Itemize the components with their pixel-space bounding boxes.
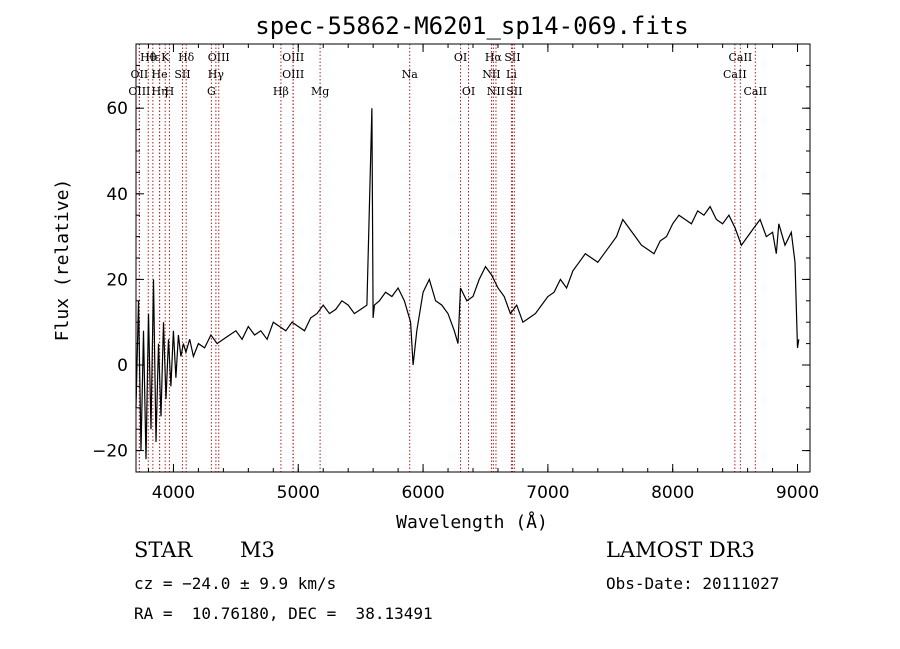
emission-line-label: NII (487, 85, 505, 98)
y-tick-label: 60 (106, 99, 128, 119)
x-tick-label: 7000 (526, 483, 569, 503)
flux-series-layer (135, 108, 800, 460)
x-tick-label: 8000 (651, 483, 694, 503)
emission-line-label: SII (506, 85, 522, 98)
redshift-velocity: cz = −24.0 ± 9.9 km/s (134, 574, 337, 593)
emission-line-label: OIII (282, 68, 304, 81)
obs-date: Obs-Date: 20111027 (606, 574, 780, 593)
emission-line-label: Hε (145, 51, 161, 64)
emission-line-label: Mg (311, 85, 329, 98)
x-tick-label: 9000 (776, 483, 819, 503)
object-type: STAR (134, 538, 193, 562)
chart-title: spec-55862-M6201_sp14-069.fits (255, 12, 688, 40)
axes: 4000 5000 6000 7000 8000 9000 −20 0 20 40 60 (92, 43, 819, 503)
emission-line-label: OIII (208, 51, 230, 64)
emission-line-label: OI (454, 51, 467, 64)
emission-line-label: NII (482, 68, 500, 81)
emission-line-label: OIII (128, 85, 150, 98)
emission-line-label: OIII (282, 51, 304, 64)
emission-line-label: K (161, 51, 170, 64)
emission-line-label: Hβ (273, 85, 289, 98)
emission-line-label: Hα (485, 51, 503, 64)
emission-line-label: Li (506, 68, 517, 81)
x-tick-label: 4000 (152, 483, 195, 503)
emission-line-label: SII (504, 51, 520, 64)
y-tick-label: 40 (106, 185, 128, 205)
survey-name: LAMOST DR3 (606, 538, 755, 562)
y-tick-label: −20 (92, 442, 128, 462)
emission-line-label: Hθ (140, 51, 157, 64)
x-tick-label: 5000 (277, 483, 320, 503)
coordinates: RA = 10.76180, DEC = 38.13491 (134, 604, 433, 623)
emission-line-label: OI (462, 85, 475, 98)
y-axis-label: Flux (relative) (52, 179, 73, 342)
y-tick-label: 0 (117, 356, 128, 376)
emission-line-label: Hγ (208, 68, 225, 81)
object-subclass: M3 (240, 538, 275, 562)
emission-line-label: He (152, 68, 168, 81)
emission-line-label: Na (402, 68, 419, 81)
emission-line-label: G (207, 85, 216, 98)
emission-line-label: CaII (743, 85, 767, 98)
x-axis-label: Wavelength (Å) (396, 511, 548, 533)
plot-frame (135, 43, 811, 473)
emission-line-label: Hδ (178, 51, 195, 64)
emission-line-label: Hη (151, 85, 167, 98)
emission-line-label: SII (174, 68, 190, 81)
emission-line-label: H (165, 85, 175, 98)
emission-line-label: CaII (729, 51, 753, 64)
flux-series-line (135, 108, 800, 460)
emission-line-label: OII (131, 68, 149, 81)
y-tick-label: 20 (106, 270, 128, 290)
x-tick-label: 6000 (401, 483, 444, 503)
emission-line-label: CaII (723, 68, 747, 81)
